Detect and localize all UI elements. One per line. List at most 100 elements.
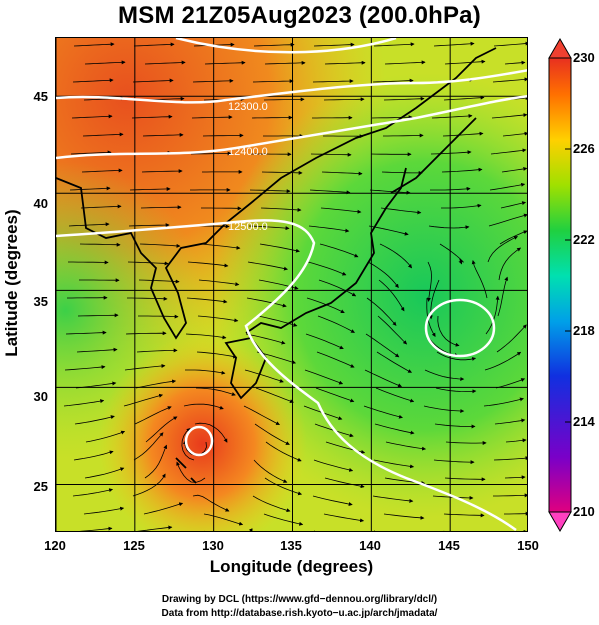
streamline — [143, 502, 184, 515]
streamline — [145, 416, 178, 443]
x-tick-label: 125 — [123, 538, 145, 553]
streamline — [125, 331, 167, 336]
streamline — [202, 133, 244, 138]
streamline — [80, 204, 122, 209]
streamline — [63, 399, 105, 407]
x-tick-label: 150 — [517, 538, 539, 553]
streamline — [124, 363, 166, 371]
colorbar-bottom-arrow — [548, 511, 572, 532]
streamline — [249, 189, 291, 194]
colorbar-top-arrow — [548, 38, 572, 59]
streamline — [73, 450, 114, 461]
streamline — [428, 225, 470, 230]
streamline — [444, 477, 486, 482]
streamline — [383, 96, 425, 101]
streamline — [64, 365, 106, 371]
streamline — [493, 41, 527, 47]
streamline — [377, 315, 408, 345]
streamline — [380, 207, 422, 215]
contour-label: 12400.0 — [228, 146, 268, 158]
streamline — [315, 387, 355, 403]
streamline — [134, 406, 172, 425]
streamline — [435, 387, 477, 394]
streamline — [264, 60, 306, 65]
streamline — [141, 169, 183, 174]
x-tick-label: 130 — [202, 538, 224, 553]
streamline — [185, 333, 227, 340]
streamline — [83, 506, 125, 515]
map-plot: 12300.0 12400.0 12500.0 — [55, 37, 528, 532]
streamline — [74, 415, 115, 425]
streamline — [253, 42, 295, 47]
streamline — [199, 243, 241, 250]
streamline — [433, 459, 475, 465]
streamline — [439, 243, 464, 265]
streamline — [204, 60, 246, 65]
x-tick-label: 135 — [280, 538, 302, 553]
y-tick-label: 30 — [33, 389, 48, 404]
streamline — [197, 315, 239, 323]
streamline — [243, 405, 280, 425]
contour-high-east — [424, 298, 496, 358]
streamline — [317, 315, 355, 333]
contour-line — [56, 95, 527, 160]
streamline — [139, 243, 181, 248]
streamline — [379, 243, 413, 269]
streamline — [133, 432, 164, 461]
y-axis-label: Latitude (degrees) — [2, 209, 21, 357]
colorbar — [548, 38, 572, 532]
streamline — [502, 131, 527, 137]
streamline — [198, 279, 240, 287]
colorbar-tick-label: 226 — [573, 141, 595, 156]
streamline — [258, 279, 299, 290]
streamline — [494, 418, 526, 425]
streamline — [434, 423, 476, 429]
streamline — [84, 467, 125, 479]
streamline — [187, 261, 229, 268]
streamline — [72, 78, 114, 83]
streamline — [367, 261, 399, 289]
streamline — [485, 295, 500, 335]
streamline — [430, 150, 472, 155]
map-title: MSM 21Z05Aug2023 (200.0hPa) — [118, 2, 481, 29]
streamline — [76, 347, 118, 353]
streamline — [484, 351, 522, 371]
streamline — [144, 444, 168, 479]
credit-data: Data from http://database.rish.kyoto−u.a… — [161, 608, 438, 619]
streamline — [444, 59, 486, 65]
streamline — [79, 242, 121, 247]
streamline — [82, 132, 124, 137]
streamline — [316, 351, 355, 368]
streamline — [132, 473, 166, 497]
streamline — [313, 42, 355, 47]
x-tick-label: 120 — [44, 538, 66, 553]
streamline — [324, 477, 365, 489]
streamline — [369, 189, 411, 195]
map-canvas: 12300.0 12400.0 12500.0 — [56, 38, 527, 531]
streamline — [144, 60, 186, 65]
streamline — [251, 115, 293, 120]
streamline — [426, 261, 432, 302]
credit-drawing: Drawing by DCL (https://www.gfd−dennou.o… — [161, 594, 438, 605]
streamline — [129, 186, 171, 191]
streamline — [307, 261, 347, 276]
streamline — [265, 441, 302, 462]
streamline — [181, 428, 195, 461]
streamline — [244, 369, 284, 383]
streamline — [255, 387, 294, 403]
streamline — [248, 225, 290, 231]
streamline — [384, 60, 426, 65]
streamline — [441, 167, 483, 173]
streamline — [176, 461, 206, 483]
streamline — [366, 297, 397, 326]
streamline — [497, 276, 509, 317]
streamline — [375, 387, 415, 403]
streamline — [500, 201, 527, 209]
streamline — [436, 351, 477, 361]
streamline — [190, 151, 232, 156]
streamline — [320, 207, 362, 214]
streamline — [324, 60, 366, 65]
streamline — [493, 456, 527, 461]
streamline — [504, 60, 526, 65]
streamline — [491, 113, 527, 119]
